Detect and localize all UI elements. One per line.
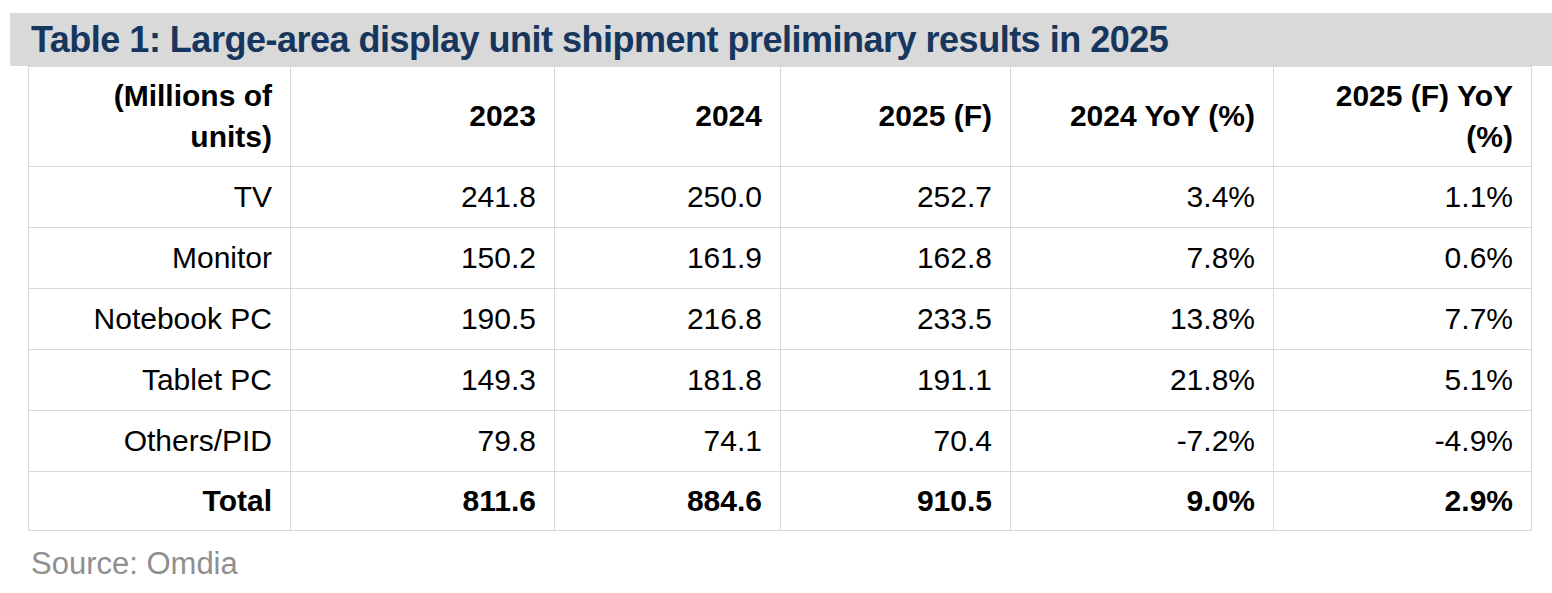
row-label: Monitor (29, 228, 291, 289)
table-row-others-pid: Others/PID 79.8 74.1 70.4 -7.2% -4.9% (29, 411, 1532, 472)
table-row-notebook-pc: Notebook PC 190.5 216.8 233.5 13.8% 7.7% (29, 289, 1532, 350)
table-title-bar: Table 1: Large-area display unit shipmen… (10, 13, 1552, 66)
cell-2024-yoy: -7.2% (1011, 411, 1274, 472)
cell-2024: 250.0 (555, 167, 781, 228)
table-row-monitor: Monitor 150.2 161.9 162.8 7.8% 0.6% (29, 228, 1532, 289)
table-row-tablet-pc: Tablet PC 149.3 181.8 191.1 21.8% 5.1% (29, 350, 1532, 411)
cell-2023: 150.2 (291, 228, 555, 289)
column-header-2024-yoy: 2024 YoY (%) (1011, 67, 1274, 167)
cell-2024: 216.8 (555, 289, 781, 350)
column-header-2025f: 2025 (F) (781, 67, 1011, 167)
cell-2023: 190.5 (291, 289, 555, 350)
cell-2024-yoy: 13.8% (1011, 289, 1274, 350)
cell-2024: 884.6 (555, 472, 781, 531)
cell-2024-yoy: 3.4% (1011, 167, 1274, 228)
cell-2023: 811.6 (291, 472, 555, 531)
cell-2025f: 70.4 (781, 411, 1011, 472)
cell-2024: 74.1 (555, 411, 781, 472)
cell-2025f: 191.1 (781, 350, 1011, 411)
cell-2025-yoy: 7.7% (1274, 289, 1532, 350)
cell-2024-yoy: 7.8% (1011, 228, 1274, 289)
source-note: Source: Omdia (31, 546, 238, 582)
cell-2025f: 910.5 (781, 472, 1011, 531)
column-header-2023: 2023 (291, 67, 555, 167)
cell-2024: 181.8 (555, 350, 781, 411)
table-row-tv: TV 241.8 250.0 252.7 3.4% 1.1% (29, 167, 1532, 228)
table-row-total: Total 811.6 884.6 910.5 9.0% 2.9% (29, 472, 1532, 531)
cell-2024-yoy: 9.0% (1011, 472, 1274, 531)
column-header-units: (Millions of units) (29, 67, 291, 167)
cell-2025-yoy: 2.9% (1274, 472, 1532, 531)
row-label: Total (29, 472, 291, 531)
cell-2023: 241.8 (291, 167, 555, 228)
page: Table 1: Large-area display unit shipmen… (0, 0, 1552, 593)
cell-2023: 79.8 (291, 411, 555, 472)
cell-2025-yoy: 1.1% (1274, 167, 1532, 228)
header-row: (Millions of units) 2023 2024 2025 (F) 2… (29, 67, 1532, 167)
row-label: Tablet PC (29, 350, 291, 411)
column-header-2025-yoy: 2025 (F) YoY (%) (1274, 67, 1532, 167)
cell-2025-yoy: 0.6% (1274, 228, 1532, 289)
cell-2024-yoy: 21.8% (1011, 350, 1274, 411)
cell-2025f: 233.5 (781, 289, 1011, 350)
cell-2025f: 252.7 (781, 167, 1011, 228)
cell-2025f: 162.8 (781, 228, 1011, 289)
column-header-2024: 2024 (555, 67, 781, 167)
cell-2024: 161.9 (555, 228, 781, 289)
cell-2023: 149.3 (291, 350, 555, 411)
row-label: Others/PID (29, 411, 291, 472)
row-label: Notebook PC (29, 289, 291, 350)
shipment-table: (Millions of units) 2023 2024 2025 (F) 2… (28, 66, 1532, 531)
cell-2025-yoy: 5.1% (1274, 350, 1532, 411)
cell-2025-yoy: -4.9% (1274, 411, 1532, 472)
table-title: Table 1: Large-area display unit shipmen… (10, 19, 1168, 61)
row-label: TV (29, 167, 291, 228)
